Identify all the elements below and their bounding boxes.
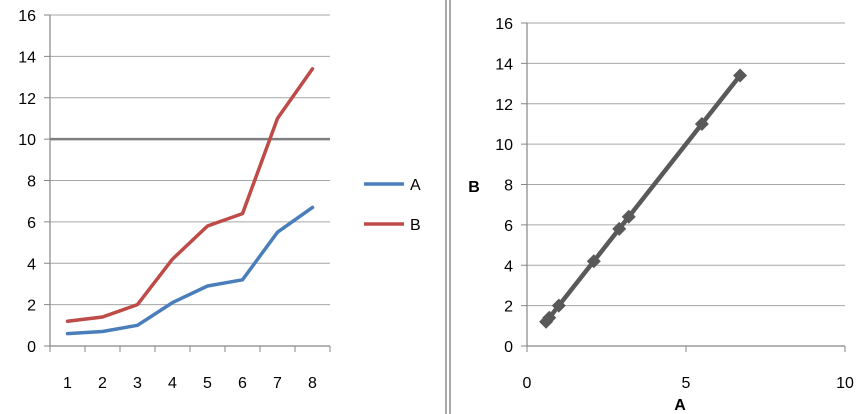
y-tick-label: 16: [18, 8, 36, 25]
y-tick-label: 12: [18, 91, 36, 108]
x-tick-label: 5: [682, 375, 691, 392]
x-tick-label: 8: [308, 375, 317, 392]
series-line-B: [65, 67, 315, 323]
y-tick-label: 12: [495, 97, 513, 114]
legend-label: B: [410, 217, 421, 234]
y-tick-label: 6: [504, 218, 513, 235]
y-tick-label: 10: [495, 137, 513, 154]
scatter-chart-y-axis-title: B: [468, 179, 480, 196]
scatter-point: [551, 298, 566, 313]
x-tick-label: 1: [63, 375, 72, 392]
scatter-connecting-line: [543, 73, 743, 325]
line-chart-gridlines: [44, 14, 331, 352]
scatter-point: [612, 221, 627, 236]
y-tick-label: 14: [18, 49, 36, 66]
legend-label: A: [410, 177, 421, 194]
scatter-chart-y-tick-labels: 0 2 4 6 8 10 12 14 16: [495, 16, 513, 356]
x-tick-label: 4: [168, 375, 177, 392]
y-tick-label: 16: [495, 16, 513, 33]
y-tick-label: 0: [27, 339, 36, 356]
line-chart-x-tick-labels: 1 2 3 4 5 6 7 8: [63, 375, 317, 392]
line-chart-axes: [49, 15, 330, 347]
y-tick-label: 14: [495, 56, 513, 73]
series-line-A: [65, 205, 315, 336]
y-tick-label: 4: [504, 258, 513, 275]
scatter-point: [621, 209, 636, 224]
scatter-point: [733, 68, 748, 83]
chart-divider: [445, 0, 451, 414]
scatter-chart-series: [539, 68, 748, 329]
scatter-chart-axes: [526, 23, 845, 347]
x-tick-label: 3: [133, 375, 142, 392]
scatter-point: [542, 310, 557, 325]
scatter-chart-gridlines: [521, 22, 846, 352]
y-tick-label: 2: [504, 299, 513, 316]
scatter-chart: 0 2 4 6 8 10 12 14 16 0 5 10 A B: [468, 16, 854, 414]
x-tick-label: 2: [98, 375, 107, 392]
y-tick-label: 0: [504, 339, 513, 356]
line-chart-legend: AB: [364, 177, 421, 234]
x-tick-label: 7: [273, 375, 282, 392]
x-tick-label: 10: [836, 375, 854, 392]
scatter-point: [694, 116, 709, 131]
line-chart-y-tick-labels: 0 2 4 6 8 10 12 14 16: [18, 8, 36, 356]
y-tick-label: 4: [27, 256, 36, 273]
x-tick-label: 6: [238, 375, 247, 392]
x-tick-label: 5: [203, 375, 212, 392]
scatter-chart-x-tick-labels: 0 5 10: [523, 375, 854, 392]
y-tick-label: 6: [27, 215, 36, 232]
y-tick-label: 10: [18, 132, 36, 149]
y-tick-label: 2: [27, 298, 36, 315]
y-tick-label: 8: [504, 178, 513, 195]
line-chart-series: [65, 67, 315, 336]
scatter-point: [586, 254, 601, 269]
y-tick-label: 8: [27, 174, 36, 191]
scatter-chart-x-axis-title: A: [674, 397, 686, 414]
x-tick-label: 0: [523, 375, 532, 392]
